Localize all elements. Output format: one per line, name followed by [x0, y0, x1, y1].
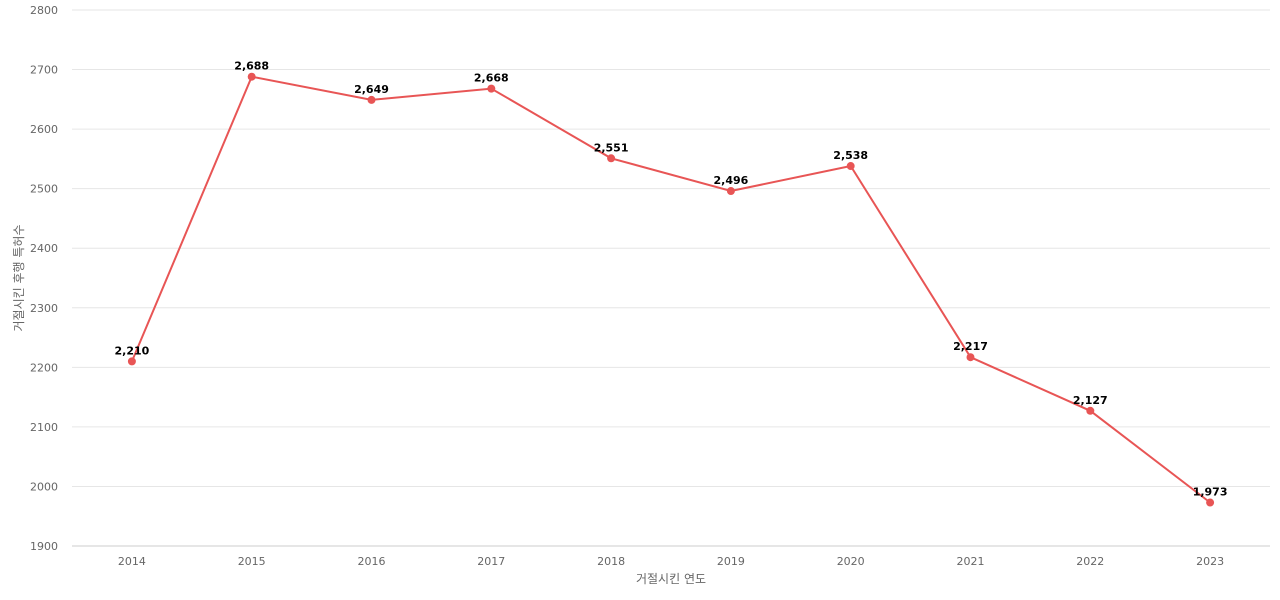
x-tick-label: 2015	[238, 555, 266, 568]
data-label: 2,127	[1073, 394, 1108, 407]
data-label: 2,538	[833, 149, 868, 162]
y-axis-title: 거절시킨 후행 특허수	[11, 225, 26, 332]
data-point	[607, 154, 616, 163]
y-tick-label: 2800	[30, 4, 58, 17]
x-tick-label: 2020	[837, 555, 865, 568]
data-point	[966, 353, 975, 362]
grid	[72, 9, 1270, 487]
data-label: 2,688	[234, 60, 269, 73]
x-tick-label: 2014	[118, 555, 146, 568]
data-point	[726, 187, 735, 196]
data-point	[1086, 406, 1095, 415]
y-axis-ticks: 1900 2000 2100 2200 2300 2400 2500 2600 2700 2800	[30, 4, 58, 553]
data-label: 2,668	[474, 72, 509, 85]
data-point	[367, 95, 376, 104]
data-point	[1206, 498, 1215, 507]
series-line	[130, 75, 1211, 504]
y-tick-label: 2100	[30, 421, 58, 434]
data-label: 2,210	[115, 344, 150, 357]
data-label: 2,217	[953, 340, 988, 353]
x-tick-label: 2016	[358, 555, 386, 568]
y-tick-label: 1900	[30, 540, 58, 553]
x-tick-label: 2018	[597, 555, 625, 568]
data-point	[247, 72, 256, 81]
y-tick-label: 2600	[30, 123, 58, 136]
x-tick-label: 2022	[1076, 555, 1104, 568]
x-tick-label: 2017	[477, 555, 505, 568]
data-label: 2,496	[714, 174, 749, 187]
data-label: 2,649	[354, 83, 389, 96]
data-label: 2,551	[594, 141, 629, 154]
x-tick-label: 2023	[1196, 555, 1224, 568]
y-tick-label: 2500	[30, 183, 58, 196]
data-label: 1,973	[1193, 486, 1228, 499]
data-points	[127, 72, 1215, 507]
y-tick-label: 2400	[30, 242, 58, 255]
data-labels: 2,210 2,688 2,649 2,668 2,551 2,496 2,538 2,217…	[115, 60, 1228, 499]
y-tick-label: 2000	[30, 480, 58, 493]
data-point	[487, 84, 496, 93]
data-point	[127, 357, 136, 366]
x-tick-label: 2019	[717, 555, 745, 568]
y-tick-label: 2700	[30, 64, 58, 77]
x-tick-label: 2021	[957, 555, 985, 568]
y-tick-label: 2200	[30, 361, 58, 374]
x-axis-title: 거절시킨 연도	[636, 572, 706, 586]
data-point	[846, 162, 855, 171]
x-axis-ticks: 2014 2015 2016 2017 2018 2019 2020 2021 2022 2023	[118, 555, 1224, 568]
y-tick-label: 2300	[30, 302, 58, 315]
